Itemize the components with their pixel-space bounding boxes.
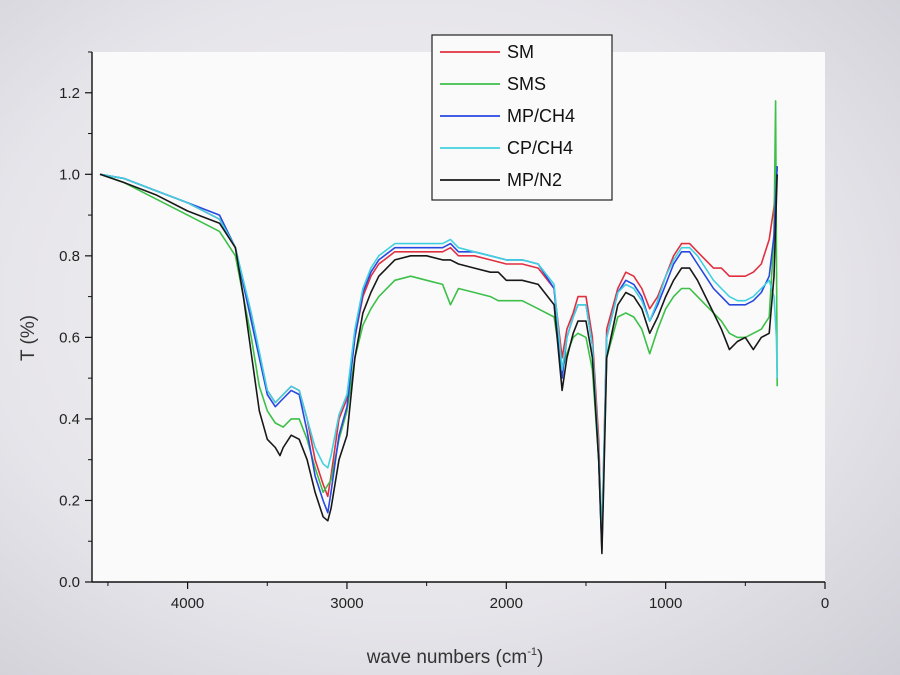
y-tick-label: 1.2 (59, 85, 80, 102)
x-tick-label: 1000 (649, 595, 682, 612)
x-axis-title: wave numbers (cm-1) (366, 646, 544, 668)
y-tick-label: 0.6 (59, 329, 80, 346)
series-layer (99, 100, 778, 555)
legend-label-4: MP/N2 (507, 170, 562, 190)
series-line-3 (99, 173, 778, 534)
legend-label-0: SM (507, 42, 534, 62)
y-tick-label: 0.2 (59, 492, 80, 509)
x-tick-label: 2000 (490, 595, 523, 612)
x-tick-label: 4000 (171, 595, 204, 612)
series-line-4 (99, 173, 778, 555)
y-axis-title: T (%) (18, 315, 39, 361)
y-tick-label: 0.4 (59, 411, 80, 428)
legend: SM SMS MP/CH4 CP/CH4 MP/N2 (431, 34, 613, 201)
x-tick-label: 0 (821, 595, 829, 612)
legend-label-2: MP/CH4 (507, 106, 575, 126)
y-tick-label: 1.0 (59, 166, 80, 183)
y-tick-label: 0.0 (59, 574, 80, 591)
x-axis-ticks: 4000 3000 2000 1000 0 (107, 582, 829, 612)
x-tick-label: 3000 (330, 595, 363, 612)
legend-label-1: SMS (507, 74, 546, 94)
legend-label-3: CP/CH4 (507, 138, 573, 158)
series-line-1 (99, 100, 778, 542)
y-axis-ticks: 0.0 0.2 0.4 0.6 0.8 1.0 1.2 (59, 51, 92, 591)
legend-box (431, 34, 613, 201)
y-tick-label: 0.8 (59, 248, 80, 265)
